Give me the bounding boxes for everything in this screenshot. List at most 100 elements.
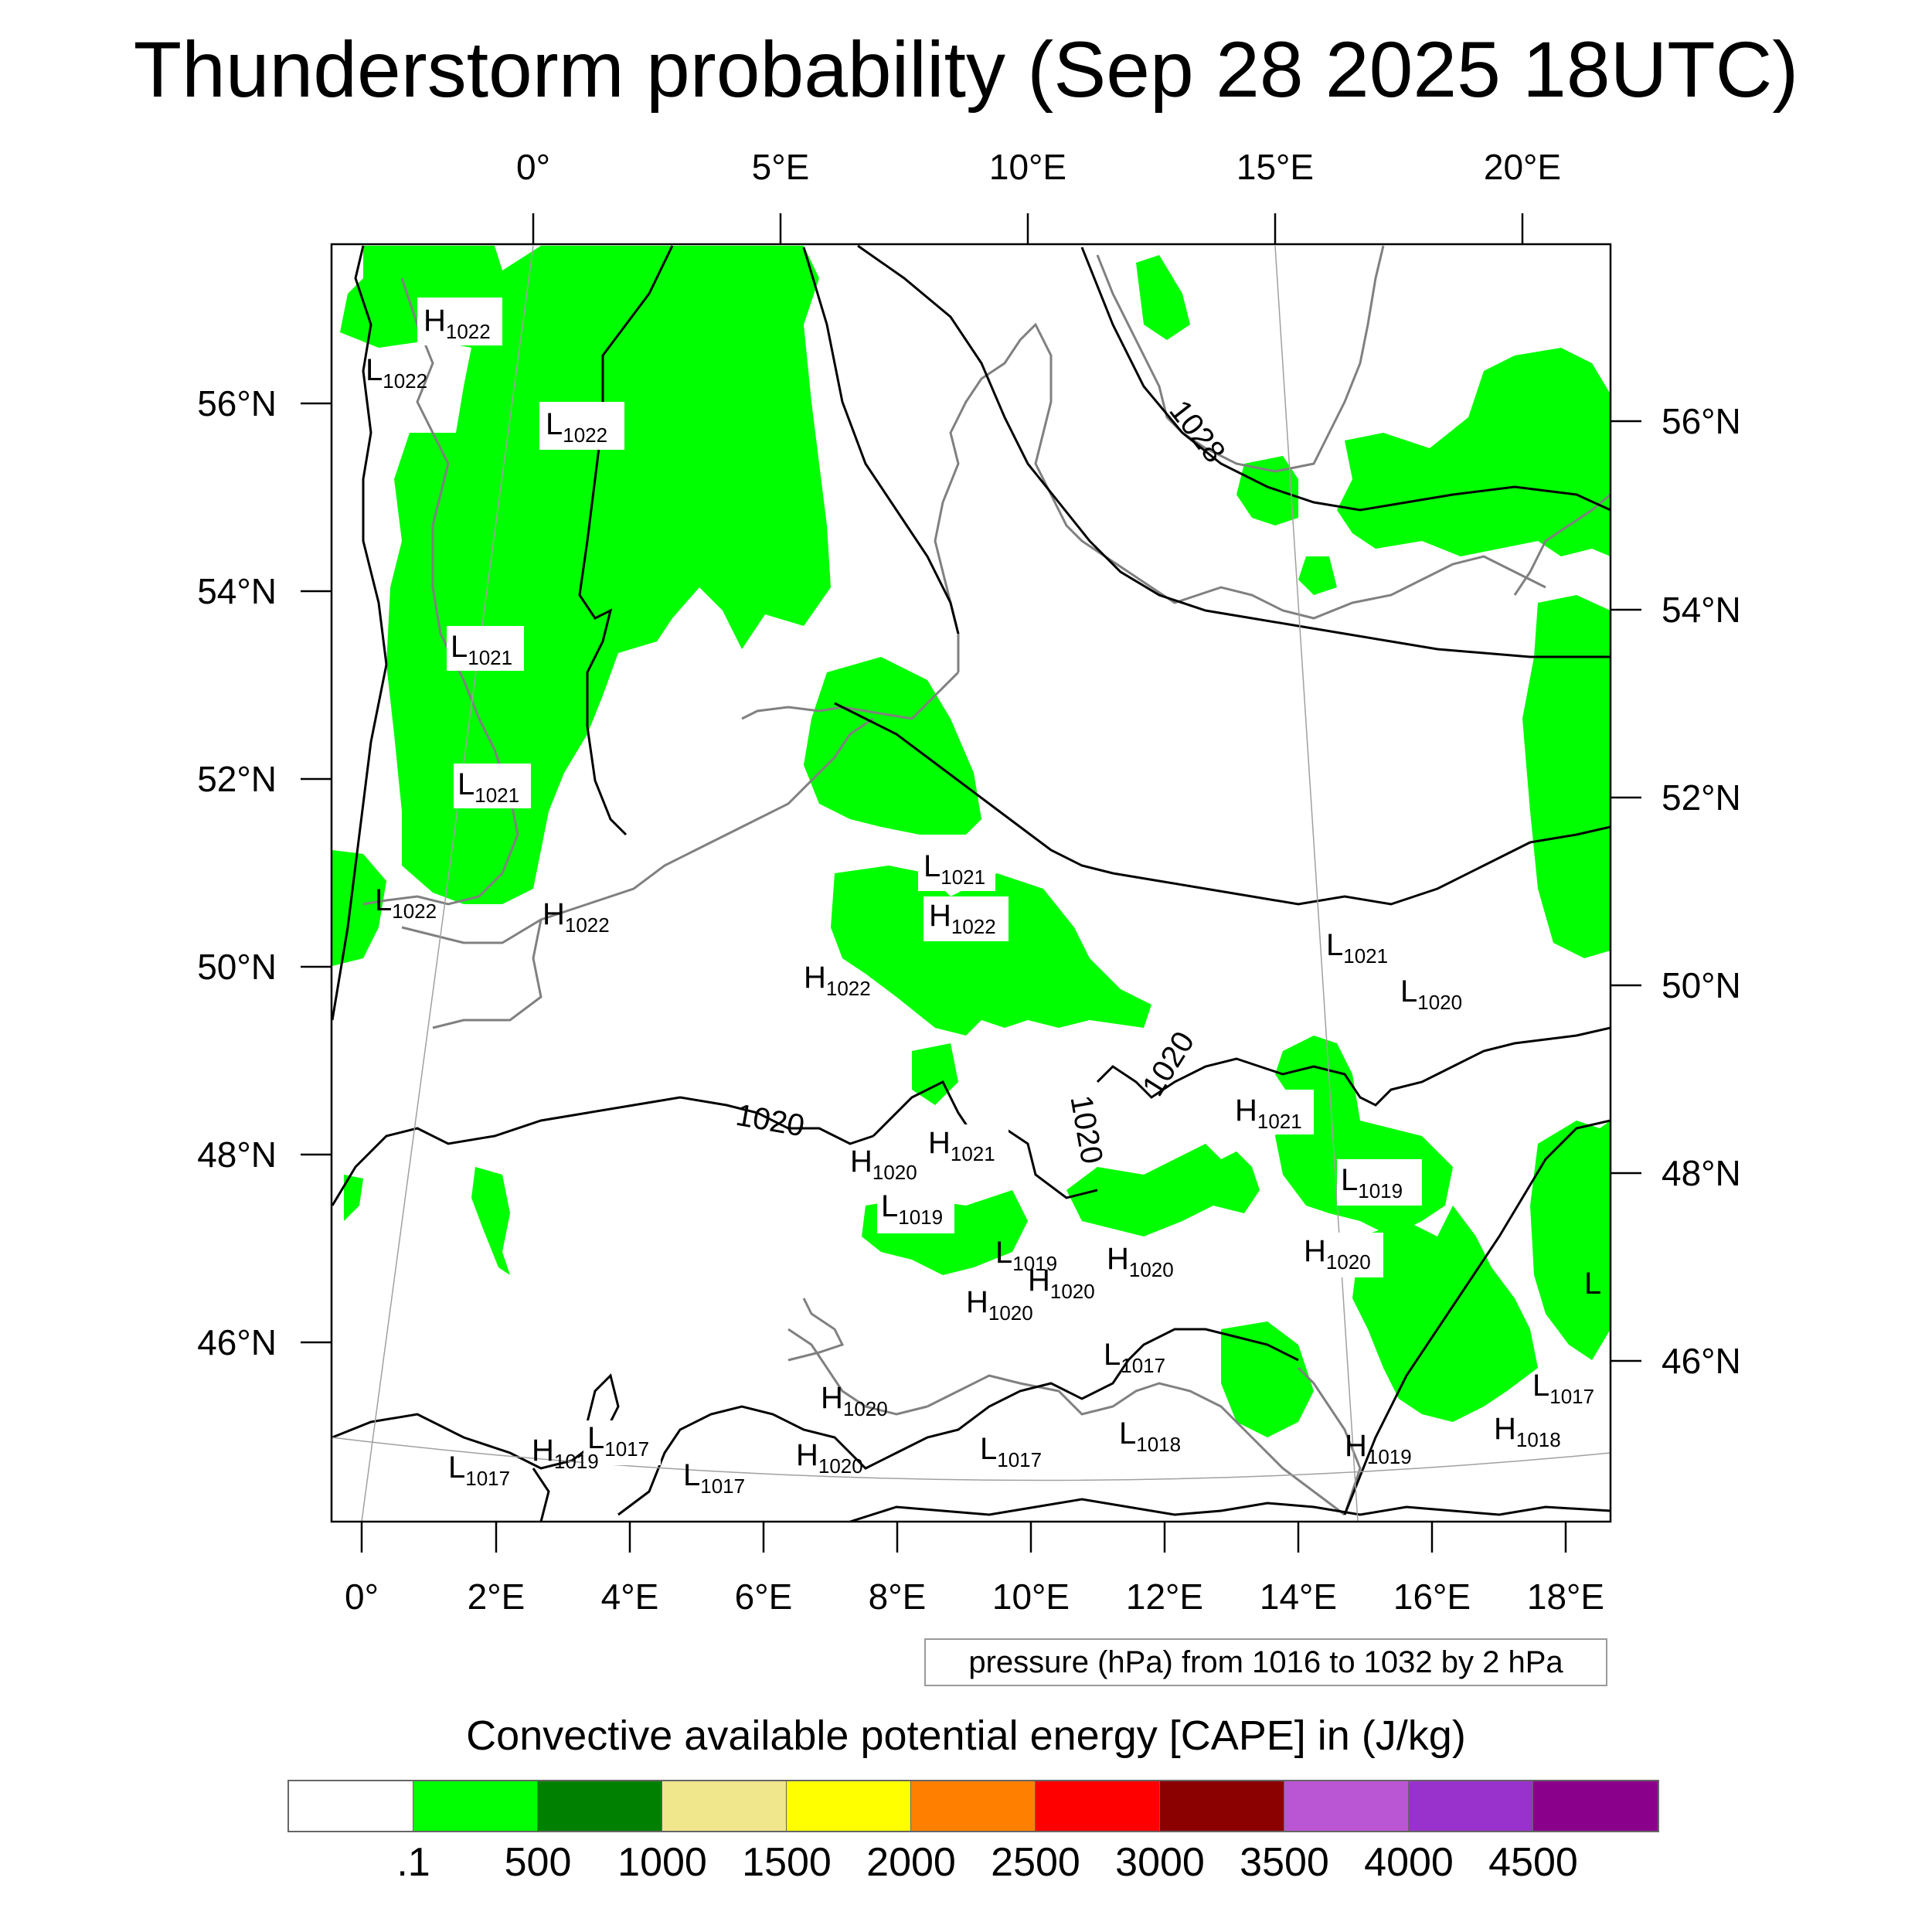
isobar-scandinavia [1080,247,1611,512]
colorbar-swatch [1036,1781,1160,1831]
svg-text:L1017: L1017 [587,1421,649,1461]
svg-text:H1022: H1022 [804,961,871,1000]
colorbar-swatch [538,1781,662,1831]
svg-text:L: L [1584,1267,1601,1301]
coastline-baltic-east [1513,493,1611,596]
left-axis-label-50n: 50°N [197,947,277,987]
pressure-system: L [1584,1267,1601,1301]
colorbar-tick-label: 3500 [1240,1840,1329,1885]
cape-region-czech [1275,1036,1453,1236]
coastline-adriatic-north [927,1374,1345,1516]
svg-text:H1022: H1022 [929,899,996,938]
cape-region-poland-north [1337,348,1611,556]
coastline-italy-west [787,1328,928,1416]
cape-region-baltic [1236,456,1298,526]
cape-region-slovenia [1221,1321,1314,1437]
coastline-uk-east [362,277,519,906]
colorbar-swatch [1284,1781,1409,1831]
coastline-layer [362,245,1611,1516]
pressure-system: L1017 [980,1432,1042,1471]
pressure-system: L1017 [1532,1369,1594,1408]
bottom-axis-label-16e: 16°E [1393,1577,1471,1617]
pressure-system: H1020 [1028,1264,1095,1303]
colorbar [287,1780,1659,1832]
cape-region-france-west [344,1175,363,1221]
cape-region-balkans-east [1530,1121,1611,1360]
pressure-system: H1021 [1229,1090,1314,1134]
cape-region-denmark-east [1298,556,1337,595]
pressure-system-labels: H1022 L1022 L1022 L1021 L1021 L1022 H102… [366,298,1601,1498]
coastline-netherlands [741,671,960,720]
pressure-system: H1020 [821,1381,888,1420]
colorbar-title: Convective available potential energy [C… [466,1713,1466,1759]
svg-text:L1019: L1019 [995,1236,1057,1275]
svg-text:H1022: H1022 [423,304,491,343]
pressure-system: H1022 [923,896,1009,941]
colorbar-tick-label: 4000 [1364,1840,1454,1885]
cape-region-poland-east [1522,595,1611,958]
svg-text:H1020: H1020 [966,1285,1033,1325]
isobar-med-south [617,1328,1299,1516]
colorbar-swatch [911,1781,1036,1831]
svg-text:L1017: L1017 [1532,1369,1594,1408]
pressure-system: H1018 [1494,1412,1561,1451]
svg-text:H1020: H1020 [1107,1242,1174,1281]
right-axis-label-56n: 56°N [1662,401,1741,441]
top-axis-label-15e: 15°E [1236,147,1315,187]
cape-region-netherlands [804,657,981,835]
bottom-axis-label-12e: 12°E [1125,1577,1204,1617]
cape-region-north-sea [340,246,831,904]
pressure-system: H1022 [804,961,871,1000]
isobar-layer [332,244,1611,1522]
isobar-balkans [1343,1119,1611,1515]
cape-region-sweden [1136,255,1190,340]
svg-text:H1020: H1020 [796,1438,863,1478]
graticule-parallel-46n [332,1437,1611,1481]
svg-text:L1019: L1019 [1341,1163,1403,1202]
colorbar-tick-label: 500 [504,1840,572,1885]
right-axis-label-54n: 54°N [1662,590,1741,630]
isobar-label-1020-c: 1020 [1136,1026,1201,1102]
pressure-system: H1019 [532,1434,599,1473]
left-axis-label-54n: 54°N [197,571,277,611]
isobar-med-bottom [849,1498,1611,1522]
coastline-balkans [1297,1366,1362,1515]
isobar-med-1017 [332,1373,620,1470]
contour-info-box: pressure (hPa) from 1016 to 1032 by 2 hP… [924,1638,1607,1686]
left-axis-label-52n: 52°N [197,759,277,799]
pressure-system: H1020 [1101,1240,1186,1285]
right-axis-label-46n: 46°N [1662,1341,1741,1381]
coastline-france-west [432,919,543,1029]
pressure-system: L1019 [877,1189,954,1233]
pressure-system: L1017 [683,1458,745,1498]
pressure-system: L1022 [366,353,427,393]
cape-fill-layer [332,246,1611,1437]
svg-text:H1020: H1020 [1028,1264,1095,1303]
colorbar-swatch [289,1781,413,1831]
isobar-label-1020-a: 1020 [733,1098,807,1144]
svg-text:L1022: L1022 [375,883,437,923]
svg-text:L1018: L1018 [1119,1417,1181,1456]
svg-text:L1020: L1020 [1400,975,1462,1014]
isobar-north-sea-east [802,247,960,634]
pressure-system: L1022 [539,402,624,450]
pressure-system: L1021 [447,626,524,671]
svg-text:H1019: H1019 [532,1434,599,1473]
pressure-system: H1019 [1345,1429,1412,1468]
bottom-axis-label-0: 0° [345,1577,379,1617]
coastline-sweden-south [1096,245,1385,473]
coastline-corsica-ligurian [787,1298,845,1362]
colorbar-tick-label: 4500 [1488,1840,1578,1885]
map-frame [330,243,1612,1523]
isobar-1020-east [1096,1026,1611,1107]
isobar-central-europe [834,702,1611,906]
left-axis-label-46n: 46°N [197,1322,277,1362]
svg-text:L1022: L1022 [546,407,607,447]
pressure-system: H1020 [850,1145,917,1184]
svg-text:L1019: L1019 [881,1189,943,1229]
svg-text:H1019: H1019 [1345,1429,1412,1468]
colorbar-swatch [787,1781,911,1831]
svg-text:L1017: L1017 [448,1451,510,1490]
colorbar-swatch [413,1781,538,1831]
